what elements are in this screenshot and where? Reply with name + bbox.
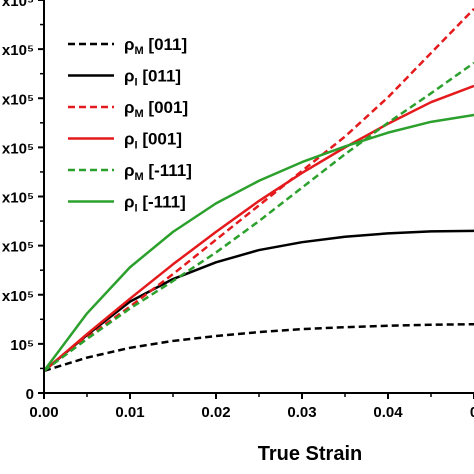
series-layer (42, 7, 474, 373)
series-line-4 (43, 61, 474, 372)
y-tick-label: x10⁵ (2, 190, 34, 207)
x-tick-label: 0.01 (115, 404, 144, 421)
y-tick-label: x10⁵ (2, 91, 34, 108)
axes-layer (43, 0, 474, 394)
legend-entry-0: ρM [011] (124, 35, 187, 57)
legend-entry-4: ρM [-111] (124, 161, 192, 183)
legend-entry-5: ρI [-111] (124, 193, 186, 215)
y-tick-label: x10⁵ (2, 239, 34, 256)
legend-entry-2: ρM [001] (124, 98, 188, 120)
legend-entry-3: ρI [001] (124, 130, 182, 152)
x-tick-label: 0.02 (201, 404, 230, 421)
legend-entry-1: ρI [011] (124, 67, 181, 89)
series-line-0 (43, 322, 474, 373)
series-line-1 (43, 229, 474, 372)
y-tick-label: x10⁵ (2, 288, 34, 305)
x-axis-title: True Strain (258, 443, 362, 465)
y-tick-label: x10⁵ (2, 140, 34, 157)
y-tick-label: 10⁵ (10, 337, 34, 354)
legend: ρM [011] ρI [011] ρM [001] ρI [001] ρM [-111… (68, 35, 192, 215)
x-tick-label: 0 (470, 404, 474, 421)
y-tick-label: 0 (26, 386, 34, 403)
y-tick-label: x10⁵ (2, 42, 34, 59)
y-tick-label: x10⁵ (2, 0, 34, 10)
series-line-2 (43, 7, 474, 372)
ticks-layer: 0.00 0.01 0.02 0.03 0.04 0 0 10⁵ x10⁵ x10⁵ x10⁵ x10… (2, 0, 474, 421)
series-line-5 (42, 113, 474, 372)
series-line-3 (43, 84, 474, 372)
x-tick-label: 0.00 (29, 404, 58, 421)
x-tick-label: 0.03 (287, 404, 316, 421)
x-tick-label: 0.04 (373, 404, 403, 421)
